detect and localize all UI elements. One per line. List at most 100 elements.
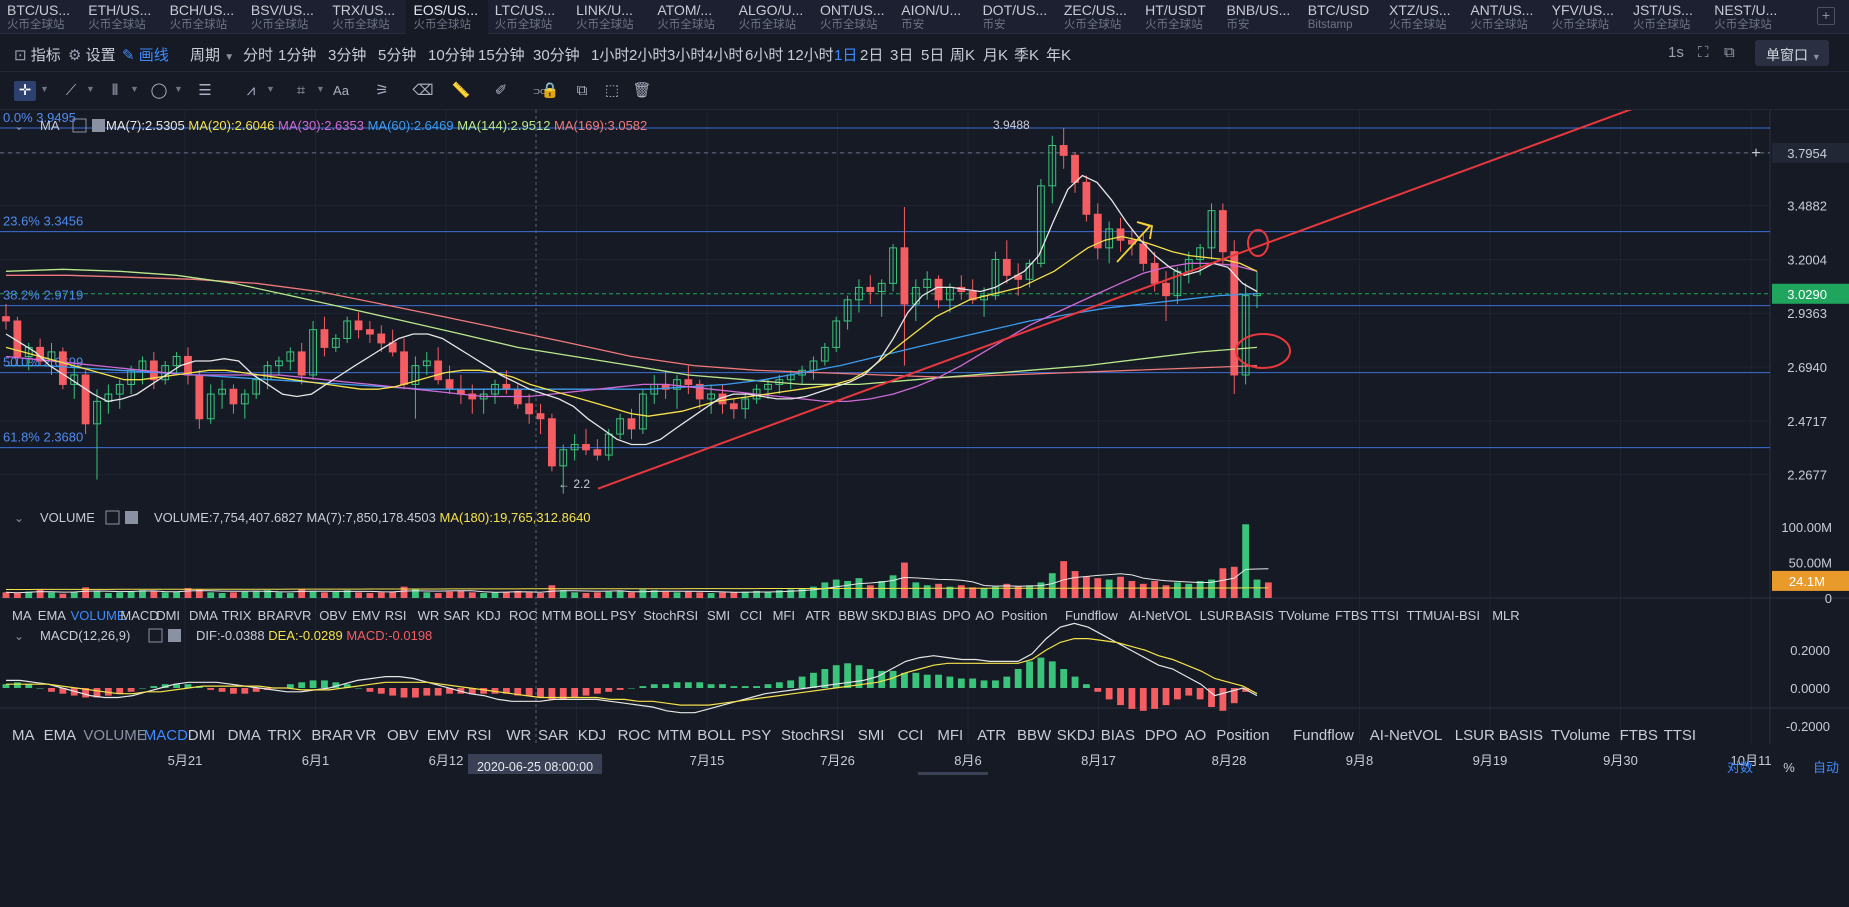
symbol-tab[interactable]: NEST/U... 火币全球站 — [1707, 0, 1788, 34]
indicator-tab[interactable]: DMA — [228, 727, 261, 744]
screenshot-icon[interactable]: ⬚ — [604, 82, 620, 99]
indicator-tab[interactable]: WR — [418, 608, 440, 623]
fullscreen-icon[interactable]: ⛶ — [1698, 44, 1709, 61]
auto-scale-button[interactable]: 自动 — [1813, 760, 1839, 775]
period-1[interactable]: 1分钟 — [278, 47, 317, 64]
indicator-tab[interactable]: RSI — [467, 727, 492, 744]
indicator-tab[interactable]: OBV — [319, 608, 347, 623]
indicator-tab[interactable]: TTMU — [1407, 608, 1443, 623]
caret-down-icon[interactable]: ▼ — [40, 84, 49, 94]
fork-icon[interactable]: ⫗ — [533, 82, 547, 99]
indicator-tab[interactable]: DMI — [188, 727, 216, 744]
indicator-tab[interactable]: Position — [1001, 608, 1047, 623]
indicator-tab[interactable]: DMA — [189, 608, 218, 623]
symbol-tab[interactable]: EOS/US... 火币全球站 — [406, 0, 488, 34]
indicator-tab[interactable]: SAR — [443, 608, 470, 623]
indicator-tab[interactable]: PSY — [610, 608, 636, 623]
indicator-tab[interactable]: AO — [975, 608, 994, 623]
caret-down-icon[interactable]: ▼ — [266, 84, 275, 94]
indicator-tab[interactable]: VR — [355, 727, 376, 744]
close-icon[interactable] — [168, 629, 181, 642]
eraser-icon[interactable]: ⌫ — [412, 82, 434, 99]
collapse-icon[interactable]: ⌄ — [14, 629, 24, 643]
period-15[interactable]: 3日 — [890, 47, 914, 64]
indicator-tab[interactable]: SMI — [707, 608, 730, 623]
add-alert-icon[interactable]: + — [1751, 145, 1760, 162]
horizontal-lines-icon[interactable]: ☰ — [198, 82, 212, 99]
trash-icon[interactable]: 🗑 — [632, 82, 652, 99]
indicator-tab[interactable]: KDJ — [476, 608, 501, 623]
indicator-tab[interactable]: BIAS — [1101, 727, 1135, 744]
indicator-tab[interactable]: FTBS — [1620, 727, 1658, 744]
indicator-tab[interactable]: MTM — [542, 608, 572, 623]
indicator-tab[interactable]: VR — [293, 608, 311, 623]
indicator-tab[interactable]: MACD — [144, 727, 188, 744]
period-9[interactable]: 3小时 — [667, 47, 706, 64]
indicator-tab[interactable]: BASIS — [1235, 608, 1274, 623]
measure-icon[interactable]: ⌗ — [296, 82, 306, 99]
symbol-tab[interactable]: TRX/US... 火币全球站 — [325, 0, 406, 34]
period-4[interactable]: 10分钟 — [428, 47, 475, 64]
interval-label[interactable]: 1s — [1668, 44, 1684, 61]
period-14[interactable]: 2日 — [860, 47, 884, 64]
crosshair-icon[interactable]: ✛ — [14, 81, 36, 101]
indicator-tab[interactable]: BOLL — [575, 608, 608, 623]
indicator-tab[interactable]: BRAR — [311, 727, 353, 744]
period-18[interactable]: 月K — [983, 47, 1009, 64]
indicator-tab[interactable]: WR — [506, 727, 531, 744]
indicator-tab[interactable]: StochRSI — [643, 608, 698, 623]
period-17[interactable]: 周K — [950, 47, 976, 64]
period-dropdown[interactable]: 周期 ▼ — [190, 44, 234, 65]
symbol-tab[interactable]: ONT/US... 火币全球站 — [813, 0, 894, 34]
caret-down-icon[interactable]: ▼ — [86, 84, 95, 94]
indicator-tab[interactable]: MA — [12, 727, 35, 744]
caret-down-icon[interactable]: ▼ — [316, 84, 325, 94]
symbol-tab[interactable]: ANT/US... 火币全球站 — [1463, 0, 1544, 34]
symbol-tab[interactable]: LINK/U... 火币全球站 — [569, 0, 650, 34]
indicator-tab[interactable]: BBW — [1017, 727, 1052, 744]
indicator-tab[interactable]: RSI — [385, 608, 407, 623]
indicator-tab[interactable]: DMI — [156, 608, 180, 623]
popout-icon[interactable]: ⧉ — [1724, 44, 1735, 61]
symbol-tab[interactable]: AION/U... 币安 — [894, 0, 975, 34]
symbol-tab[interactable]: BTC/US... 火币全球站 — [0, 0, 81, 34]
pattern-icon[interactable]: ⩘ — [246, 82, 256, 99]
period-10[interactable]: 4小时 — [705, 47, 744, 64]
indicator-tab[interactable]: TRIX — [222, 608, 252, 623]
fibonacci-icon[interactable]: ⚞ — [375, 82, 389, 99]
symbol-tab[interactable]: ATOM/... 火币全球站 — [650, 0, 731, 34]
indicator-tab[interactable]: BOLL — [697, 727, 735, 744]
indicator-tab[interactable]: TTSI — [1664, 727, 1697, 744]
indicator-tab[interactable]: TVolume — [1278, 608, 1329, 623]
symbol-tab[interactable]: ETH/US... 火币全球站 — [81, 0, 162, 34]
symbol-tab[interactable]: DOT/US... 币安 — [976, 0, 1057, 34]
close-icon[interactable] — [125, 511, 138, 524]
indicator-tab[interactable]: ROC — [509, 608, 538, 623]
symbol-tab[interactable]: LTC/US... 火币全球站 — [488, 0, 569, 34]
indicator-tab[interactable]: CCI — [740, 608, 762, 623]
indicator-tab[interactable]: BASIS — [1499, 727, 1543, 744]
indicator-tab[interactable]: LSUR — [1200, 608, 1235, 623]
indicator-tab[interactable]: ATR — [805, 608, 830, 623]
symbol-tab[interactable]: JST/US... 火币全球站 — [1626, 0, 1707, 34]
indicator-tab[interactable]: LSUR — [1455, 727, 1495, 744]
symbol-tab[interactable]: HT/USDT 火币全球站 — [1138, 0, 1219, 34]
lock-icon[interactable]: 🔒 — [540, 82, 560, 99]
text-icon[interactable]: Aa — [333, 83, 349, 98]
caret-down-icon[interactable]: ▼ — [174, 84, 183, 94]
period-0[interactable]: 分时 — [243, 47, 274, 64]
ruler-icon[interactable]: 📏 — [451, 82, 471, 99]
indicator-tab[interactable]: EMA — [44, 727, 77, 744]
settings-button[interactable]: ⚙ 设置 — [68, 44, 116, 65]
indicator-tab[interactable]: BIAS — [907, 608, 937, 623]
indicator-tab[interactable]: MTM — [657, 727, 691, 744]
indicator-tab[interactable]: EMV — [352, 608, 381, 623]
period-13[interactable]: 1日 — [834, 47, 858, 64]
period-3[interactable]: 5分钟 — [378, 47, 417, 64]
collapse-icon[interactable]: ⌄ — [14, 511, 24, 525]
period-19[interactable]: 季K — [1014, 47, 1040, 64]
indicator-tab[interactable]: Fundflow — [1065, 608, 1118, 623]
indicator-tab[interactable]: DPO — [1145, 727, 1178, 744]
ellipse-icon[interactable]: ◯ — [150, 82, 168, 99]
